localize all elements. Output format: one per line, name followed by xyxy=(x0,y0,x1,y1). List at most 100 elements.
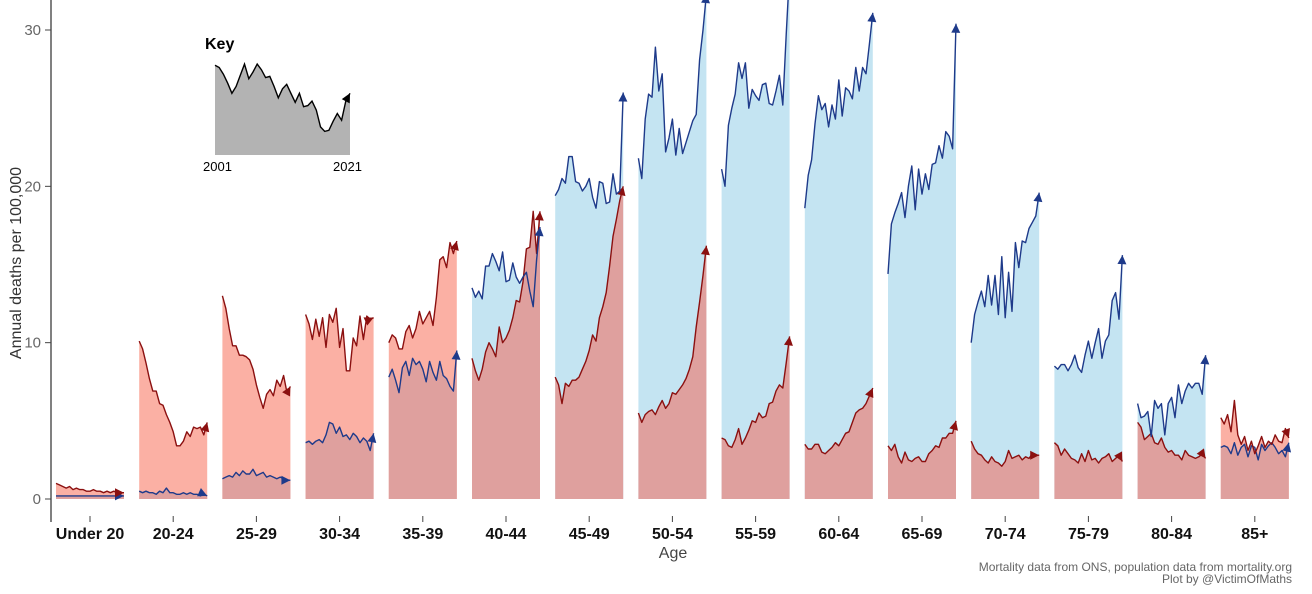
key-arrow xyxy=(341,93,350,104)
series-line-blue xyxy=(1220,442,1290,461)
panel-75-79 xyxy=(1053,255,1127,499)
x-tick-label: 60-64 xyxy=(818,526,859,543)
series-line-blue xyxy=(222,468,291,481)
series-line-red xyxy=(637,245,708,424)
series-line-red xyxy=(1053,442,1124,464)
series-line-red xyxy=(804,387,874,455)
series-arrow-blue xyxy=(1033,192,1043,203)
series-line-red xyxy=(1220,399,1290,455)
area-lower-series xyxy=(139,488,208,499)
series-arrow-red xyxy=(1196,448,1206,459)
area-lower-series xyxy=(555,186,624,500)
author-credit: Plot by @VictimOfMaths xyxy=(1162,572,1292,586)
area-upper-series xyxy=(804,12,873,500)
series-arrow-blue xyxy=(1117,255,1127,265)
y-tick-label: 20 xyxy=(24,178,41,195)
x-tick-label: 20-24 xyxy=(153,526,194,543)
series-line-red xyxy=(304,307,374,372)
series-line-blue xyxy=(305,421,375,452)
series-line-blue xyxy=(554,92,624,209)
key-inset: Key 2001 2021 xyxy=(203,36,362,174)
chart-credits: Mortality data from ONS, population data… xyxy=(979,561,1292,585)
area-lower-series xyxy=(222,469,291,499)
area-lower-series xyxy=(1137,422,1206,499)
panel-65-69 xyxy=(887,23,961,499)
x-tick-label: 65-69 xyxy=(902,526,943,543)
area-upper-series xyxy=(1054,255,1123,499)
y-axis-ticks: 0 10 20 30 xyxy=(24,22,51,508)
panel-20-24 xyxy=(138,340,210,499)
series-arrow-red xyxy=(450,241,459,251)
x-tick-label: 75-79 xyxy=(1068,526,1109,543)
key-area xyxy=(215,64,350,155)
series-line-red xyxy=(471,210,541,381)
series-arrow-red xyxy=(534,211,544,221)
x-tick-label: 55-59 xyxy=(735,526,776,543)
series-arrow-red xyxy=(1030,450,1040,460)
area-upper-series xyxy=(721,0,790,499)
series-line-blue xyxy=(637,0,707,180)
panel-30-34 xyxy=(304,307,377,499)
series-arrow-blue xyxy=(197,488,208,497)
series-arrow-blue xyxy=(367,433,377,444)
y-axis-title: Annual deaths per 100,000 xyxy=(8,167,25,359)
series-line-red xyxy=(554,186,624,405)
series-line-red xyxy=(721,336,791,449)
key-start-label: 2001 xyxy=(203,159,232,174)
series-arrow-red xyxy=(1114,451,1123,462)
area-upper-series xyxy=(222,295,291,499)
x-tick-label: 30-34 xyxy=(319,526,360,543)
series-line-blue xyxy=(471,226,541,308)
series-arrow-blue xyxy=(1200,355,1210,365)
series-line-red xyxy=(221,295,292,409)
series-line-blue xyxy=(388,350,458,394)
series-arrow-blue xyxy=(534,226,544,237)
panel-45-49 xyxy=(554,92,628,500)
x-tick-label: Under 20 xyxy=(56,526,125,543)
x-tick-label: 85+ xyxy=(1241,526,1268,543)
area-lower-series xyxy=(721,336,790,499)
area-lower-series xyxy=(388,350,457,499)
area-lower-series xyxy=(888,420,956,499)
x-axis-title: Age xyxy=(659,545,688,562)
x-tick-label: 25-29 xyxy=(236,526,277,543)
series-arrow-red xyxy=(282,386,291,397)
x-axis-ticks: Under 20 20-24 25-29 30-34 35-39 40-44 45-49 50… xyxy=(56,516,1268,543)
x-tick-label: 80-84 xyxy=(1151,526,1192,543)
key-end-label: 2021 xyxy=(333,159,362,174)
area-upper-series xyxy=(139,341,208,499)
area-lower-series xyxy=(971,441,1040,499)
panel-50-54 xyxy=(637,0,711,499)
panel-70-74 xyxy=(970,192,1043,499)
area-lower-series xyxy=(305,422,374,499)
series-line-blue xyxy=(970,192,1040,343)
area-lower-series xyxy=(638,245,707,499)
series-arrow-red xyxy=(865,388,874,399)
panel-40-44 xyxy=(471,210,544,500)
area-lower-series xyxy=(804,388,873,499)
series-line-red xyxy=(1137,421,1207,461)
x-tick-label: 50-54 xyxy=(652,526,693,543)
chart-panels xyxy=(55,0,1292,501)
area-lower-series xyxy=(56,495,124,499)
y-tick-label: 30 xyxy=(24,22,41,39)
panel-60-64 xyxy=(804,12,877,500)
series-arrow-red xyxy=(616,186,626,197)
series-line-blue xyxy=(887,23,957,274)
x-tick-label: 35-39 xyxy=(402,526,443,543)
x-tick-label: 45-49 xyxy=(569,526,610,543)
area-upper-series xyxy=(888,23,956,499)
series-line-blue xyxy=(1053,255,1124,374)
series-arrow-red xyxy=(363,317,374,326)
series-line-red xyxy=(55,482,124,494)
series-arrow-red xyxy=(783,336,793,346)
key-line xyxy=(214,61,351,133)
y-tick-label: 0 xyxy=(33,491,41,508)
panel-85+ xyxy=(1220,399,1292,499)
series-line-blue xyxy=(1136,355,1207,438)
series-arrow-blue xyxy=(281,475,291,485)
area-lower-series xyxy=(1054,442,1123,499)
series-line-blue xyxy=(138,487,208,497)
series-arrow-red xyxy=(200,422,210,433)
